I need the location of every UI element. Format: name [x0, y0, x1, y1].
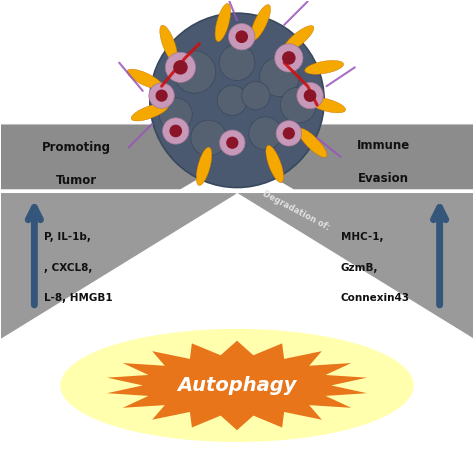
Polygon shape — [283, 26, 314, 53]
Circle shape — [236, 30, 248, 43]
Circle shape — [228, 24, 255, 50]
Text: L-8, HMGB1: L-8, HMGB1 — [44, 293, 112, 303]
Circle shape — [155, 90, 168, 102]
Polygon shape — [215, 3, 231, 42]
Polygon shape — [237, 124, 474, 190]
Text: Autophagy: Autophagy — [177, 376, 297, 395]
Polygon shape — [160, 25, 178, 63]
Text: Immune: Immune — [356, 138, 410, 152]
Polygon shape — [131, 103, 169, 121]
Circle shape — [249, 117, 282, 150]
Circle shape — [219, 130, 245, 155]
Circle shape — [260, 57, 299, 97]
Polygon shape — [107, 341, 367, 430]
Circle shape — [217, 85, 247, 116]
Polygon shape — [251, 5, 271, 41]
Circle shape — [219, 45, 255, 81]
Ellipse shape — [60, 329, 414, 442]
Polygon shape — [305, 60, 344, 74]
Circle shape — [275, 44, 303, 72]
Circle shape — [163, 118, 189, 144]
Text: , CXCL8,: , CXCL8, — [44, 263, 92, 273]
Circle shape — [226, 137, 238, 149]
Polygon shape — [127, 69, 163, 89]
Text: GzmB,: GzmB, — [341, 263, 378, 273]
Circle shape — [276, 120, 301, 146]
Circle shape — [173, 51, 216, 93]
Circle shape — [165, 52, 196, 82]
Text: P, IL-1b,: P, IL-1b, — [44, 232, 91, 242]
Text: Connexin43: Connexin43 — [341, 293, 410, 303]
Circle shape — [150, 13, 324, 188]
Polygon shape — [196, 147, 212, 185]
Circle shape — [173, 60, 188, 74]
Text: Promoting: Promoting — [42, 141, 111, 154]
Circle shape — [297, 82, 323, 109]
Polygon shape — [307, 97, 346, 113]
Text: Degradation of:: Degradation of: — [261, 190, 331, 233]
Text: Tumor: Tumor — [56, 174, 97, 187]
Text: MHC-1,: MHC-1, — [341, 232, 383, 242]
Polygon shape — [235, 192, 474, 341]
Circle shape — [304, 89, 316, 102]
Circle shape — [283, 127, 295, 139]
Circle shape — [159, 98, 192, 131]
Circle shape — [191, 120, 227, 156]
Polygon shape — [0, 192, 239, 341]
Circle shape — [242, 82, 270, 110]
Polygon shape — [266, 145, 283, 182]
Circle shape — [169, 125, 182, 137]
Polygon shape — [298, 128, 327, 157]
Circle shape — [280, 87, 316, 123]
Polygon shape — [0, 124, 237, 190]
Text: Evasion: Evasion — [357, 172, 409, 184]
Circle shape — [282, 51, 296, 65]
Circle shape — [149, 83, 174, 109]
